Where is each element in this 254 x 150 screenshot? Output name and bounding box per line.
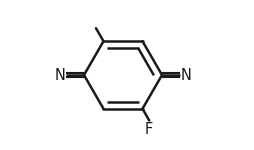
- Text: N: N: [54, 68, 65, 82]
- Text: N: N: [180, 68, 191, 82]
- Text: F: F: [145, 122, 153, 137]
